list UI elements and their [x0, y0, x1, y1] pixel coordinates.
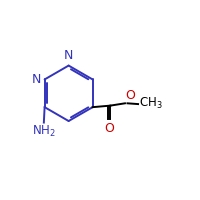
- Text: N: N: [32, 73, 41, 86]
- Text: O: O: [104, 122, 114, 135]
- Text: N: N: [64, 49, 73, 62]
- Text: NH$_2$: NH$_2$: [32, 124, 56, 139]
- Text: CH$_3$: CH$_3$: [139, 96, 162, 111]
- Text: O: O: [125, 89, 135, 102]
